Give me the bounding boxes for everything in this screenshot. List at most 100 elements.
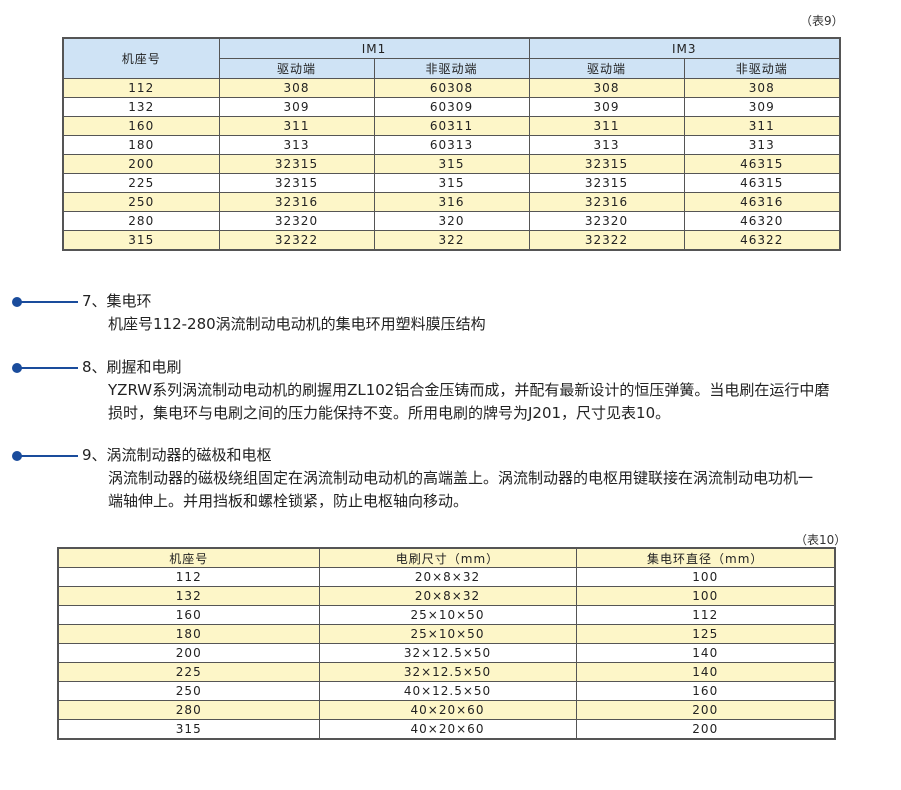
table-cell: 315 — [57, 719, 320, 740]
table-cell: 313 — [218, 135, 375, 155]
table-cell: 250 — [57, 681, 320, 701]
table-cell: 311 — [218, 116, 375, 136]
table-cell: 60313 — [373, 135, 530, 155]
header-im3-drive-end: 驱动端 — [528, 58, 685, 79]
table-cell: 32315 — [528, 154, 685, 174]
table-cell: 40×20×60 — [318, 700, 577, 720]
table-cell: 32×12.5×50 — [318, 643, 577, 663]
table-cell: 112 — [57, 567, 320, 587]
header-ring-diameter: 集电环直径（mm） — [575, 547, 836, 568]
section-title: 7、集电环 — [82, 292, 152, 310]
table-cell: 32315 — [528, 173, 685, 193]
table-cell: 308 — [683, 78, 841, 98]
table-cell: 311 — [528, 116, 685, 136]
table-cell: 20×8×32 — [318, 567, 577, 587]
table-cell: 32316 — [528, 192, 685, 212]
table-cell: 280 — [57, 700, 320, 720]
table-cell: 32322 — [218, 230, 375, 251]
table-cell: 132 — [57, 586, 320, 606]
bullet-dot-icon — [12, 363, 22, 373]
table-cell: 315 — [373, 154, 530, 174]
header-frame: 机座号 — [57, 547, 320, 568]
table-row: 160 25×10×50 112 — [57, 605, 836, 625]
table-row: 112 308 60308 308 308 — [62, 78, 841, 98]
table-cell: 46316 — [683, 192, 841, 212]
table-cell: 315 — [373, 173, 530, 193]
table-row: 180 313 60313 313 313 — [62, 135, 841, 155]
table-cell: 46315 — [683, 154, 841, 174]
header-frame: 机座号 — [62, 37, 220, 79]
table-cell: 200 — [57, 643, 320, 663]
section-line: YZRW系列涡流制动电动机的刷握用ZL102铝合金压铸而成，并配有最新设计的恒压… — [108, 381, 830, 399]
bullet-line-icon — [20, 455, 78, 457]
table-cell: 160 — [575, 681, 836, 701]
table-cell: 140 — [575, 662, 836, 682]
table-cell: 315 — [62, 230, 220, 251]
table-cell: 20×8×32 — [318, 586, 577, 606]
table-row: 280 40×20×60 200 — [57, 700, 836, 720]
table-cell: 180 — [62, 135, 220, 155]
header-im1-drive-end: 驱动端 — [218, 58, 375, 79]
table-row: 225 32×12.5×50 140 — [57, 662, 836, 682]
section-title: 9、涡流制动器的磁极和电枢 — [82, 446, 272, 464]
section-line: 端轴伸上。并用挡板和螺栓锁紧，防止电枢轴向移动。 — [108, 492, 469, 510]
table-row: 132 20×8×32 100 — [57, 586, 836, 606]
table10: 机座号 电刷尺寸（mm） 集电环直径（mm） 112 20×8×32 100 132 2… — [57, 547, 836, 740]
table-cell: 60308 — [373, 78, 530, 98]
section-body: YZRW系列涡流制动电动机的刷握用ZL102铝合金压铸而成，并配有最新设计的恒压… — [108, 379, 829, 425]
table10-caption: （表10） — [795, 533, 847, 547]
table-cell: 46322 — [683, 230, 841, 251]
table-cell: 311 — [683, 116, 841, 136]
table-cell: 40×20×60 — [318, 719, 577, 740]
table-cell: 180 — [57, 624, 320, 644]
table-row: 280 32320 320 32320 46320 — [62, 211, 841, 231]
table-cell: 309 — [528, 97, 685, 117]
bullet-dot-icon — [12, 297, 22, 307]
table-cell: 25×10×50 — [318, 624, 577, 644]
table-cell: 100 — [575, 586, 836, 606]
section-line: 损时，集电环与电刷之间的压力能保持不变。所用电刷的牌号为J201，尺寸见表10。 — [108, 404, 671, 422]
table-cell: 309 — [683, 97, 841, 117]
table-cell: 320 — [373, 211, 530, 231]
table-cell: 225 — [57, 662, 320, 682]
table-cell: 140 — [575, 643, 836, 663]
header-im1: IM1 — [218, 37, 530, 59]
table-row: 160 311 60311 311 311 — [62, 116, 841, 136]
table-row: 180 25×10×50 125 — [57, 624, 836, 644]
table-cell: 280 — [62, 211, 220, 231]
table-cell: 313 — [683, 135, 841, 155]
bullet-dot-icon — [12, 451, 22, 461]
header-im3-non-drive-end: 非驱动端 — [683, 58, 841, 79]
table-row: 250 40×12.5×50 160 — [57, 681, 836, 701]
table-cell: 32320 — [218, 211, 375, 231]
table-cell: 100 — [575, 567, 836, 587]
table-cell: 112 — [575, 605, 836, 625]
bullet-line-icon — [20, 301, 78, 303]
table-cell: 200 — [62, 154, 220, 174]
section-body: 机座号112-280涡流制动电动机的集电环用塑料膜压结构 — [108, 313, 486, 336]
table-cell: 32316 — [218, 192, 375, 212]
table-cell: 112 — [62, 78, 220, 98]
table-row: 225 32315 315 32315 46315 — [62, 173, 841, 193]
section-title: 8、刷握和电刷 — [82, 358, 182, 376]
table-cell: 60309 — [373, 97, 530, 117]
table-cell: 32315 — [218, 154, 375, 174]
table-cell: 200 — [575, 700, 836, 720]
table-cell: 32315 — [218, 173, 375, 193]
header-im1-non-drive-end: 非驱动端 — [373, 58, 530, 79]
table-cell: 32×12.5×50 — [318, 662, 577, 682]
table-row: 132 309 60309 309 309 — [62, 97, 841, 117]
table-cell: 132 — [62, 97, 220, 117]
table-cell: 250 — [62, 192, 220, 212]
bullet-line-icon — [20, 367, 78, 369]
table-cell: 60311 — [373, 116, 530, 136]
table-cell: 32320 — [528, 211, 685, 231]
table-cell: 46320 — [683, 211, 841, 231]
table-cell: 125 — [575, 624, 836, 644]
table9: 机座号 IM1 IM3 驱动端 非驱动端 驱动端 非驱动端 112 308 6030… — [62, 37, 841, 251]
header-brush-size: 电刷尺寸（mm） — [318, 547, 577, 568]
table-cell: 316 — [373, 192, 530, 212]
table-row: 200 32315 315 32315 46315 — [62, 154, 841, 174]
table-cell: 225 — [62, 173, 220, 193]
table-cell: 309 — [218, 97, 375, 117]
